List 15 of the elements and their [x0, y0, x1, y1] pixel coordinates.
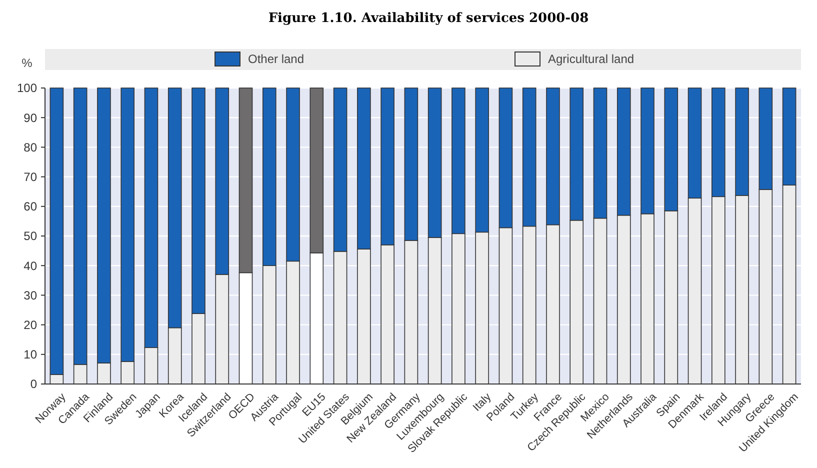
y-tick-label: 80 — [24, 140, 38, 154]
y-tick-label: 10 — [24, 348, 38, 362]
y-tick-label: 100 — [16, 81, 38, 96]
chart-title: Figure 1.10. Availability of services 2000-08 — [268, 11, 589, 26]
y-tick-label: 70 — [24, 170, 38, 184]
y-tick-label: 40 — [24, 258, 38, 273]
y-tick-label: 20 — [24, 318, 38, 332]
y-tick-label: 0 — [30, 377, 38, 392]
legend-label: Agricultural land — [548, 52, 634, 66]
y-tick-label: 50 — [24, 229, 38, 244]
y-tick-label: 30 — [24, 288, 38, 302]
legend-label: Other land — [248, 52, 304, 66]
y-tick-label: 90 — [24, 110, 38, 125]
y-tick-label: 60 — [24, 200, 38, 214]
y-axis-title: % — [22, 56, 33, 70]
